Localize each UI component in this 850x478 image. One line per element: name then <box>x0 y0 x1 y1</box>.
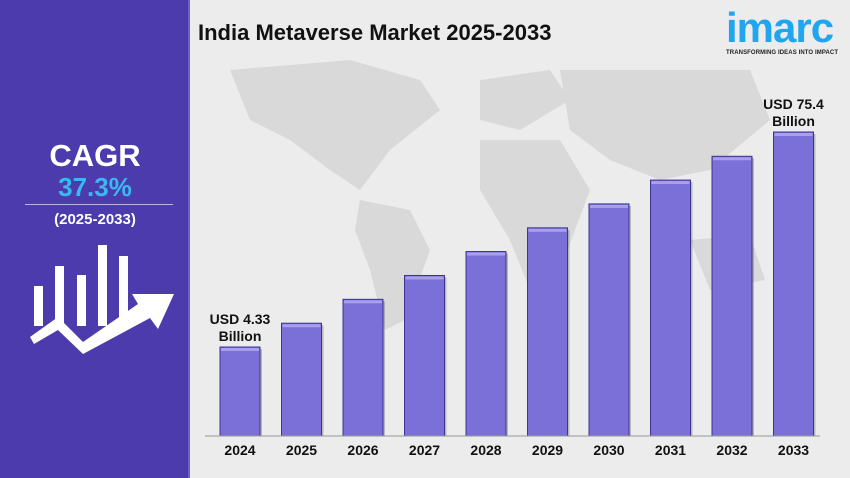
data-label: USD 75.4 <box>763 96 824 112</box>
bar-highlight <box>405 276 444 280</box>
data-label: USD 4.33 <box>210 311 271 327</box>
bar-2030 <box>588 203 630 437</box>
cagr-value: 37.3% <box>58 172 132 202</box>
cagr-label: CAGR <box>49 138 141 173</box>
data-label-unit: Billion <box>219 328 262 344</box>
chart-title: India Metaverse Market 2025-2033 <box>198 20 552 45</box>
bar-highlight <box>344 300 382 304</box>
bar-2031 <box>650 179 691 437</box>
bar-highlight <box>713 157 751 161</box>
x-tick-label: 2032 <box>716 442 747 458</box>
bar-2024 <box>219 346 261 437</box>
data-label-unit: Billion <box>772 113 815 129</box>
bar-2027 <box>404 274 445 437</box>
bar-highlight <box>528 228 567 232</box>
bar-2025 <box>281 322 322 437</box>
x-tick-label: 2033 <box>778 442 809 458</box>
divider <box>25 204 173 205</box>
bar-highlight <box>467 252 505 256</box>
x-tick-label: 2031 <box>655 442 686 458</box>
logo-word: imarc <box>726 4 834 51</box>
bar-highlight <box>590 204 628 208</box>
x-tick-label: 2029 <box>532 442 563 458</box>
cagr-panel: CAGR 37.3% (2025-2033) <box>0 0 190 478</box>
x-tick-label: 2025 <box>286 442 317 458</box>
bar-2029 <box>527 227 568 437</box>
logo-tagline: TRANSFORMING IDEAS INTO IMPACT <box>726 50 839 56</box>
bar-highlight <box>651 181 690 185</box>
bar-2028 <box>465 251 507 437</box>
bar-highlight <box>221 348 259 351</box>
bar-highlight <box>282 324 321 328</box>
x-tick-label: 2026 <box>347 442 378 458</box>
x-tick-label: 2030 <box>593 442 624 458</box>
growth-chart-arrow-icon <box>30 245 174 354</box>
bar-highlight <box>774 133 813 136</box>
cagr-period: (2025-2033) <box>54 211 136 228</box>
x-tick-label: 2024 <box>224 442 255 458</box>
bar-2026 <box>342 298 384 437</box>
imarc-logo: imarc TRANSFORMING IDEAS INTO IMPACT <box>726 4 846 57</box>
bar-2032 <box>711 155 753 437</box>
bar-2033 <box>773 131 814 437</box>
x-tick-label: 2028 <box>470 442 501 458</box>
x-tick-label: 2027 <box>409 442 440 458</box>
